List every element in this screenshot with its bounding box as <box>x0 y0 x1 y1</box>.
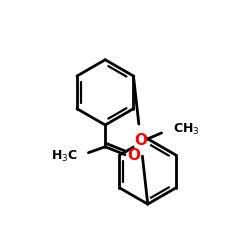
Text: O: O <box>128 148 140 163</box>
Text: CH$_3$: CH$_3$ <box>174 122 200 136</box>
Text: H$_3$C: H$_3$C <box>51 149 78 164</box>
Text: O: O <box>134 132 147 148</box>
